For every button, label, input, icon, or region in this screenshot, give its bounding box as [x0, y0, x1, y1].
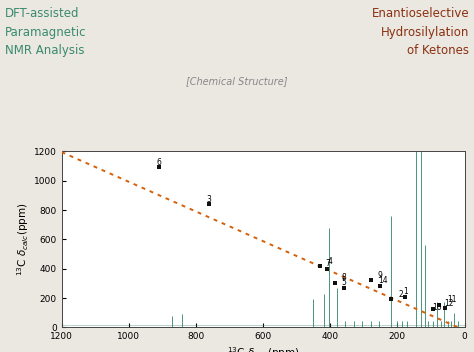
- Text: Enantioselective
Hydrosilylation
of Ketones: Enantioselective Hydrosilylation of Keto…: [372, 7, 469, 57]
- Text: 12: 12: [444, 299, 453, 308]
- Text: 1: 1: [403, 287, 408, 296]
- Text: 9: 9: [378, 271, 383, 280]
- Text: 2: 2: [398, 290, 403, 299]
- Text: 5: 5: [342, 278, 346, 288]
- X-axis label: $^{13}$C $\delta_{exp}$(ppm): $^{13}$C $\delta_{exp}$(ppm): [227, 345, 300, 352]
- Text: 8: 8: [342, 274, 346, 282]
- Text: 6: 6: [156, 158, 161, 167]
- Text: 7: 7: [325, 259, 330, 268]
- Text: [Chemical Structure]: [Chemical Structure]: [186, 76, 288, 86]
- Y-axis label: $^{13}$C $\delta_{calc}$(ppm): $^{13}$C $\delta_{calc}$(ppm): [15, 202, 31, 276]
- Text: 11: 11: [447, 295, 456, 304]
- Text: 10: 10: [432, 303, 442, 312]
- Text: 14: 14: [378, 276, 388, 285]
- Text: 3: 3: [207, 195, 211, 204]
- Text: DFT-assisted
Paramagnetic
NMR Analysis: DFT-assisted Paramagnetic NMR Analysis: [5, 7, 86, 57]
- Text: 4: 4: [328, 257, 332, 266]
